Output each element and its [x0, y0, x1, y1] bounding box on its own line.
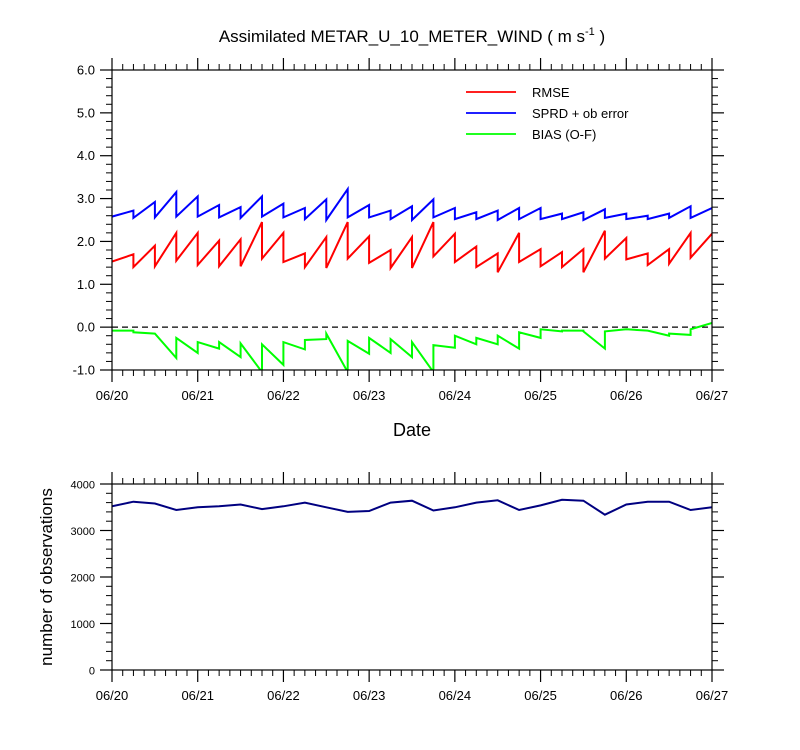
x-tick-label: 06/24 [439, 388, 472, 403]
y-tick-label: -1.0 [73, 363, 95, 378]
y-tick-label: 0.0 [77, 320, 95, 335]
plot-area [112, 498, 712, 516]
x-tick-label: 06/23 [353, 388, 386, 403]
series-line-1 [112, 185, 712, 224]
y-tick-label: 1.0 [77, 277, 95, 292]
x-tick-label: 06/27 [696, 388, 729, 403]
y-tick-label: 0 [89, 666, 95, 678]
y-tick-label: 3.0 [77, 191, 95, 206]
x-tick-label: 06/25 [524, 388, 557, 403]
series-line-2 [112, 321, 712, 370]
y-tick-label: 4.0 [77, 148, 95, 163]
x-tick-label: 06/24 [439, 688, 472, 703]
y-tick-label: 2000 [71, 573, 95, 585]
x-tick-label: 06/21 [181, 388, 214, 403]
y-tick-label: 5.0 [77, 105, 95, 120]
y-tick-label: 3000 [71, 526, 95, 538]
x-tick-label: 06/26 [610, 688, 643, 703]
legend-label-2: BIAS (O-F) [532, 127, 596, 142]
series-line-0 [112, 498, 712, 516]
x-tick-label: 06/22 [267, 688, 300, 703]
plot-area [112, 185, 712, 370]
legend-label-0: RMSE [532, 85, 570, 100]
observations-chart: 06/20 06/21 06/22 06/23 06/24 06/25 06/26 06/27… [37, 472, 728, 703]
y-axis-title: number of observations [37, 488, 56, 666]
x-tick-label: 06/25 [524, 688, 557, 703]
x-axis-title: Date [393, 420, 431, 440]
x-tick-label: 06/20 [96, 688, 129, 703]
plot-frame [111, 483, 713, 671]
x-tick-label: 06/22 [267, 388, 300, 403]
y-tick-label: 1000 [71, 619, 95, 631]
x-tick-label: 06/23 [353, 688, 386, 703]
x-tick-label: 06/20 [96, 388, 129, 403]
x-tick-label: 06/27 [696, 688, 729, 703]
x-tick-label: 06/21 [181, 688, 214, 703]
y-tick-label: 2.0 [77, 234, 95, 249]
chart-title: Assimilated METAR_U_10_METER_WIND ( m s-… [219, 26, 605, 46]
bias-rmse-chart: 06/20 06/21 06/22 06/23 06/24 06/25 06/26 06/27… [73, 58, 729, 440]
x-tick-label: 06/26 [610, 388, 643, 403]
y-tick-label: 4000 [71, 480, 95, 492]
y-tick-label: 6.0 [77, 63, 95, 78]
legend-label-1: SPRD + ob error [532, 106, 629, 121]
series-line-0 [112, 221, 712, 273]
